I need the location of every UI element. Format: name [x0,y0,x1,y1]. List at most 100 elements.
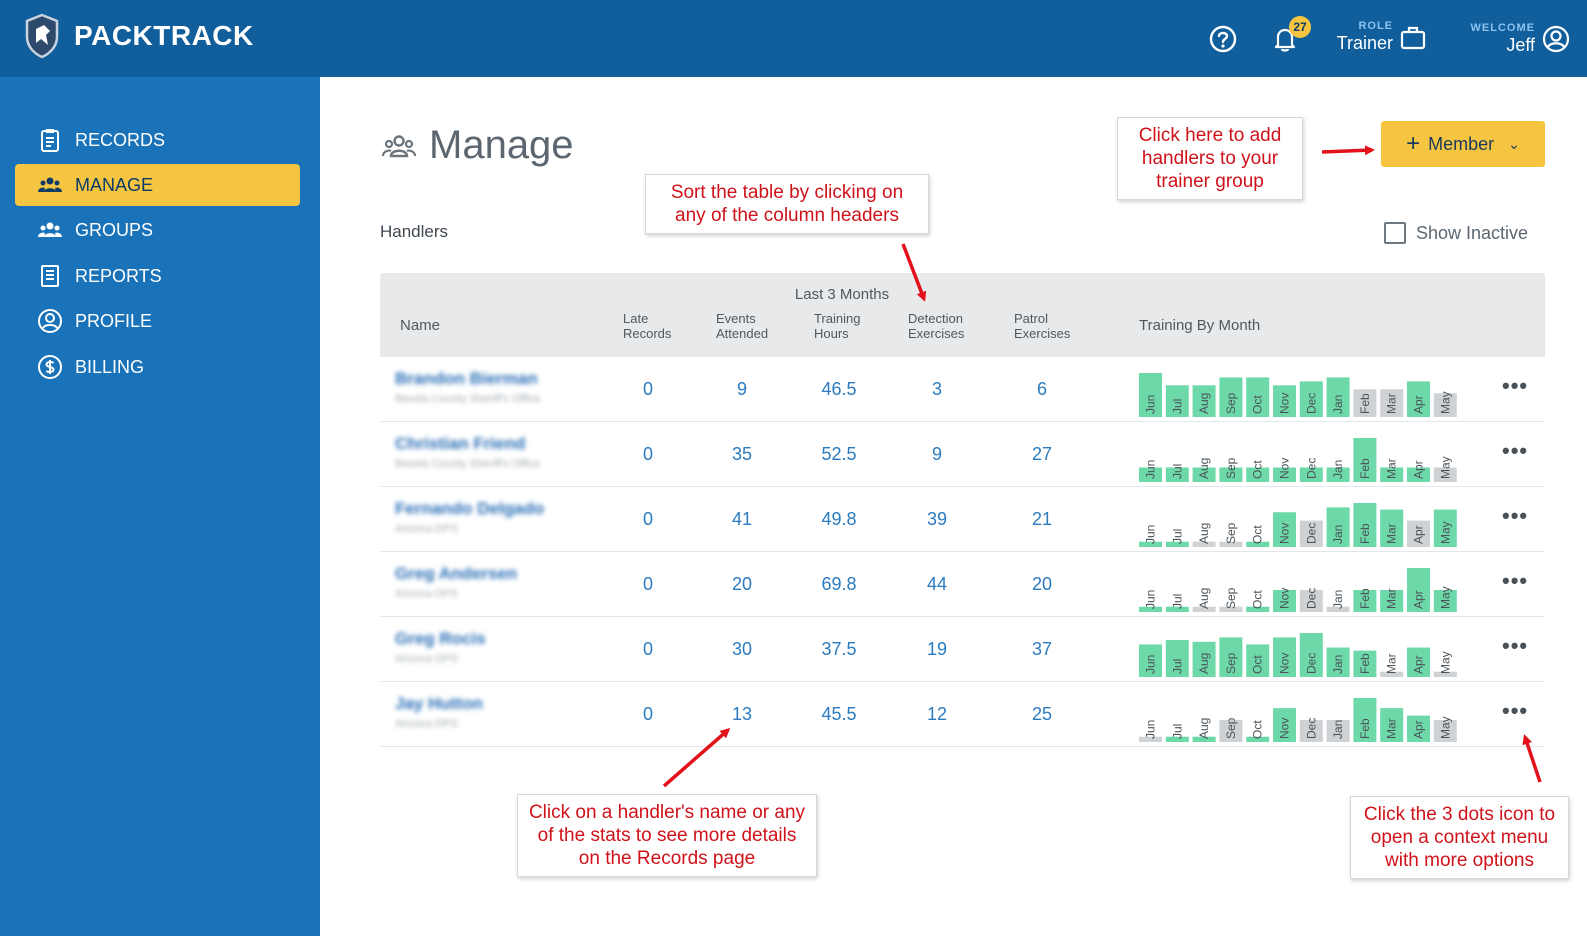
more-dots-icon[interactable]: ••• [1502,373,1529,398]
month-bar [1165,606,1189,612]
welcome-display[interactable]: WELCOME Jeff [1455,22,1535,56]
help-icon[interactable] [1208,24,1238,54]
sidebar-item-billing[interactable]: BILLING [15,346,300,388]
column-header-training-by-month[interactable]: Training By Month [1139,317,1261,334]
stat-training-hours[interactable]: 69.8 [821,574,857,594]
handler-name[interactable]: Greg Rocis [395,629,486,648]
column-header-late-records[interactable]: Late Records [623,311,672,341]
column-header-detection-exercises[interactable]: Detection Exercises [908,311,965,341]
app-logo[interactable]: PACKTRACK [24,13,254,59]
stat-detection-exercises[interactable]: 12 [926,704,948,724]
stat-late-records[interactable]: 0 [642,704,653,724]
sidebar-item-manage[interactable]: MANAGE [15,164,300,206]
month-label: Feb [1358,523,1372,544]
month-bar [1433,393,1457,417]
stat-events-attended[interactable]: 41 [731,509,753,529]
stat-patrol-exercises[interactable]: 25 [1031,704,1053,724]
briefcase-icon[interactable] [1399,24,1427,52]
more-dots-icon[interactable]: ••• [1502,633,1529,658]
month-bar [1407,647,1430,677]
stat-detection-exercises[interactable]: 39 [926,509,948,529]
top-bar: PACKTRACK 27 ROLE Trainer WELCOME Jeff [0,0,1587,77]
stat-late-records[interactable]: 0 [642,444,653,464]
notification-count-badge[interactable]: 27 [1289,16,1311,38]
table-row[interactable]: Greg Andersen Arizona DPS 0 20 69.8 44 20 Jun Ju… [380,552,1545,617]
training-by-month-chart[interactable]: Jun Jul Aug Sep Oct Nov Dec Jan Feb Mar Apr May [1139,625,1469,683]
handler-name[interactable]: Jay Hutton [395,694,483,713]
column-header-training-hours[interactable]: Training Hours [814,311,861,341]
handler-name-cell[interactable]: Fernando Delgado Arizona DPS [395,499,573,543]
handler-name[interactable]: Greg Andersen [395,564,518,583]
handler-name-cell[interactable]: Christian Friend Bexela County Sheriff's … [395,434,573,478]
more-dots-icon[interactable]: ••• [1502,568,1529,593]
table-row[interactable]: Fernando Delgado Arizona DPS 0 41 49.8 39 21 Ju… [380,487,1545,552]
training-by-month-chart[interactable]: Jun Jul Aug Sep Oct Nov Dec Jan Feb Mar Apr May [1139,365,1469,423]
stat-late-records[interactable]: 0 [642,509,653,529]
month-bar [1246,644,1270,677]
show-inactive-toggle[interactable]: Show Inactive [1384,222,1528,244]
sidebar-item-records[interactable]: RECORDS [15,119,300,161]
bell-icon[interactable] [1270,24,1300,54]
stat-events-attended[interactable]: 35 [731,444,753,464]
handler-name[interactable]: Fernando Delgado [395,499,545,518]
column-header-patrol-exercises[interactable]: Patrol Exercises [1014,311,1071,341]
stat-events-attended[interactable]: 30 [731,639,753,659]
stat-patrol-exercises[interactable]: 21 [1031,509,1053,529]
stat-training-hours[interactable]: 45.5 [821,704,857,724]
stat-training-hours[interactable]: 52.5 [821,444,857,464]
more-dots-icon[interactable]: ••• [1502,503,1529,528]
table-row[interactable]: Jay Hutton Arizona DPS 0 13 45.5 12 25 Jun Jul Au… [380,682,1545,747]
stat-events-attended[interactable]: 20 [731,574,753,594]
month-bar [1407,715,1430,742]
more-dots-icon[interactable]: ••• [1502,698,1529,723]
handler-name[interactable]: Christian Friend [395,434,526,453]
more-dots-icon[interactable]: ••• [1502,438,1529,463]
month-label: Aug [1197,393,1211,414]
stat-late-records[interactable]: 0 [642,574,653,594]
training-by-month-chart[interactable]: Jun Jul Aug Sep Oct Nov Dec Jan Feb Mar Apr May [1139,560,1469,618]
month-label: Sep [1224,522,1238,544]
handler-name-cell[interactable]: Jay Hutton Arizona DPS [395,694,573,738]
table-row[interactable]: Brandon Bierman Bexela County Sheriff's O… [380,357,1545,422]
sidebar-item-groups[interactable]: GROUPS [15,209,300,251]
stat-late-records[interactable]: 0 [642,379,653,399]
stat-patrol-exercises[interactable]: 37 [1031,639,1053,659]
month-bar [1353,389,1377,417]
handler-name-cell[interactable]: Brandon Bierman Bexela County Sheriff's O… [395,369,573,413]
stat-patrol-exercises[interactable]: 6 [1036,379,1047,399]
table-row[interactable]: Christian Friend Bexela County Sheriff's … [380,422,1545,487]
stat-detection-exercises[interactable]: 9 [931,444,942,464]
user-icon[interactable] [1541,24,1571,54]
handler-name-cell[interactable]: Greg Andersen Arizona DPS [395,564,573,608]
column-header-events-attended[interactable]: Events Attended [716,311,769,341]
stat-patrol-exercises[interactable]: 20 [1031,574,1053,594]
stat-training-hours[interactable]: 49.8 [821,509,857,529]
add-member-button[interactable]: + Member ⌄ [1381,121,1545,167]
sidebar-item-reports[interactable]: REPORTS [15,255,300,297]
stat-detection-exercises[interactable]: 19 [926,639,948,659]
stat-detection-exercises[interactable]: 44 [926,574,948,594]
month-label: May [1438,521,1452,544]
column-header-name[interactable]: Name [400,317,441,334]
month-bar [1139,736,1162,742]
stat-events-attended[interactable]: 13 [731,704,753,724]
stat-late-records[interactable]: 0 [642,639,653,659]
stat-events-attended[interactable]: 9 [736,379,747,399]
stat-detection-exercises[interactable]: 3 [931,379,942,399]
handler-name-cell[interactable]: Greg Rocis Arizona DPS [395,629,573,673]
stat-training-hours[interactable]: 46.5 [821,379,857,399]
month-label: Oct [1251,655,1265,674]
training-by-month-chart[interactable]: Jun Jul Aug Sep Oct Nov Dec Jan Feb Mar Apr May [1139,430,1469,488]
table-row[interactable]: Greg Rocis Arizona DPS 0 30 37.5 19 37 Jun Jul Au… [380,617,1545,682]
sidebar-item-profile[interactable]: PROFILE [15,300,300,342]
stat-training-hours[interactable]: 37.5 [821,639,857,659]
training-by-month-chart[interactable]: Jun Jul Aug Sep Oct Nov Dec Jan Feb Mar Apr May [1139,495,1469,553]
show-inactive-checkbox[interactable] [1384,222,1406,244]
role-display[interactable]: ROLE Trainer [1333,20,1393,54]
stat-patrol-exercises[interactable]: 27 [1031,444,1053,464]
handler-name[interactable]: Brandon Bierman [395,369,538,388]
training-by-month-chart[interactable]: Jun Jul Aug Sep Oct Nov Dec Jan Feb Mar Apr May [1139,690,1469,748]
month-label: Apr [1412,525,1426,544]
welcome-label: WELCOME [1470,22,1535,34]
month-label: Jun [1144,525,1158,544]
